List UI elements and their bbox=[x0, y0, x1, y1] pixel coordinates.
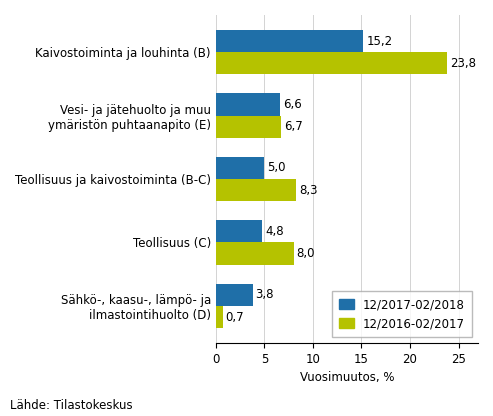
Text: 3,8: 3,8 bbox=[256, 288, 274, 301]
Text: 4,8: 4,8 bbox=[265, 225, 284, 238]
Text: 6,7: 6,7 bbox=[284, 120, 303, 133]
Text: 23,8: 23,8 bbox=[450, 57, 476, 70]
Bar bbox=[216, 30, 363, 52]
Bar bbox=[216, 116, 281, 138]
Bar bbox=[216, 52, 447, 74]
X-axis label: Vuosimuutos, %: Vuosimuutos, % bbox=[300, 371, 394, 384]
Text: 8,0: 8,0 bbox=[296, 247, 315, 260]
Bar bbox=[216, 284, 253, 306]
Bar bbox=[216, 306, 223, 328]
Bar bbox=[216, 243, 293, 265]
Text: 6,6: 6,6 bbox=[283, 98, 302, 111]
Text: 15,2: 15,2 bbox=[366, 35, 392, 47]
Bar bbox=[216, 157, 264, 179]
Bar bbox=[216, 179, 296, 201]
Text: Lähde: Tilastokeskus: Lähde: Tilastokeskus bbox=[10, 399, 133, 412]
Text: 0,7: 0,7 bbox=[226, 311, 244, 324]
Legend: 12/2017-02/2018, 12/2016-02/2017: 12/2017-02/2018, 12/2016-02/2017 bbox=[332, 291, 472, 337]
Text: 8,3: 8,3 bbox=[299, 183, 318, 197]
Text: 5,0: 5,0 bbox=[267, 161, 286, 174]
Bar bbox=[216, 93, 280, 116]
Bar bbox=[216, 220, 262, 243]
